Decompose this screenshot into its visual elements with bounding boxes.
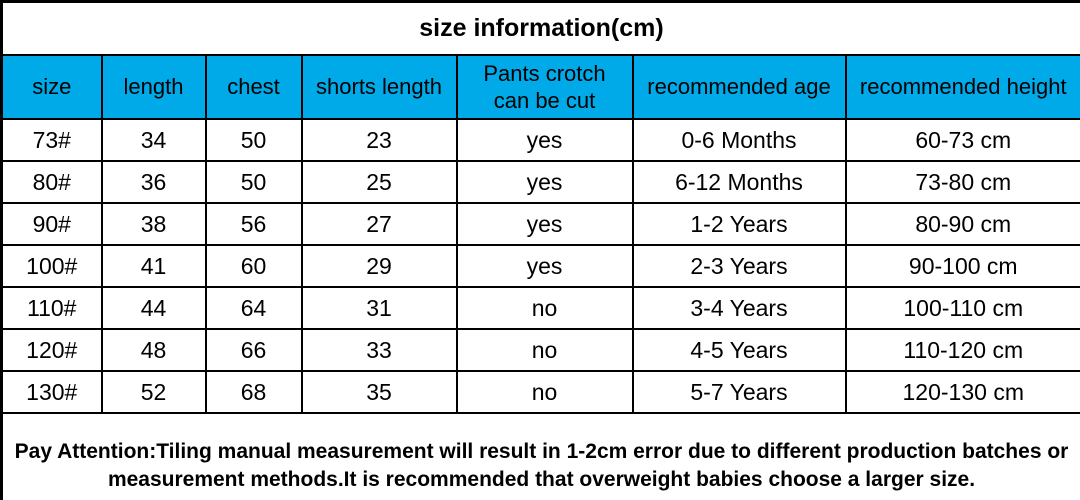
cell-size: 90#: [0, 202, 103, 246]
cell-size: 130#: [0, 370, 103, 414]
cell-recommended-age: 2-3 Years: [631, 244, 847, 288]
cell-length: 44: [100, 286, 207, 330]
attention-note: Pay Attention:Tiling manual measurement …: [0, 412, 1080, 500]
cell-size: 73#: [0, 118, 103, 162]
table-header-row: size length chest shorts length Pants cr…: [0, 54, 1080, 120]
cell-chest: 64: [204, 286, 303, 330]
cell-crotch-cut: no: [455, 286, 634, 330]
cell-chest: 66: [204, 328, 303, 372]
cell-chest: 60: [204, 244, 303, 288]
cell-crotch-cut: yes: [455, 118, 634, 162]
page-title: size information(cm): [0, 0, 1080, 56]
cell-recommended-height: 73-80 cm: [844, 160, 1080, 204]
table-row: 80# 36 50 25 yes 6-12 Months 73-80 cm: [0, 160, 1080, 204]
cell-crotch-cut: yes: [455, 160, 634, 204]
cell-recommended-height: 120-130 cm: [844, 370, 1080, 414]
cell-shorts-length: 23: [300, 118, 458, 162]
column-header-chest: chest: [204, 54, 303, 120]
cell-crotch-cut: yes: [455, 202, 634, 246]
table-row: 120# 48 66 33 no 4-5 Years 110-120 cm: [0, 328, 1080, 372]
cell-recommended-age: 6-12 Months: [631, 160, 847, 204]
cell-size: 100#: [0, 244, 103, 288]
cell-chest: 50: [204, 160, 303, 204]
cell-recommended-age: 3-4 Years: [631, 286, 847, 330]
column-header-size: size: [0, 54, 103, 120]
cell-recommended-height: 110-120 cm: [844, 328, 1080, 372]
cell-recommended-height: 80-90 cm: [844, 202, 1080, 246]
cell-recommended-height: 100-110 cm: [844, 286, 1080, 330]
cell-crotch-cut: yes: [455, 244, 634, 288]
cell-recommended-age: 4-5 Years: [631, 328, 847, 372]
cell-chest: 50: [204, 118, 303, 162]
column-header-shorts-length: shorts length: [300, 54, 458, 120]
cell-size: 120#: [0, 328, 103, 372]
cell-shorts-length: 29: [300, 244, 458, 288]
column-header-recommended-height: recommended height: [844, 54, 1080, 120]
table-row: 100# 41 60 29 yes 2-3 Years 90-100 cm: [0, 244, 1080, 288]
note-row: Pay Attention:Tiling manual measurement …: [0, 412, 1080, 500]
cell-crotch-cut: no: [455, 370, 634, 414]
cell-recommended-age: 5-7 Years: [631, 370, 847, 414]
title-row: size information(cm): [0, 0, 1080, 56]
cell-length: 36: [100, 160, 207, 204]
cell-shorts-length: 35: [300, 370, 458, 414]
table-row: 130# 52 68 35 no 5-7 Years 120-130 cm: [0, 370, 1080, 414]
cell-recommended-height: 90-100 cm: [844, 244, 1080, 288]
cell-shorts-length: 27: [300, 202, 458, 246]
cell-shorts-length: 25: [300, 160, 458, 204]
cell-crotch-cut: no: [455, 328, 634, 372]
table-row: 90# 38 56 27 yes 1-2 Years 80-90 cm: [0, 202, 1080, 246]
cell-size: 80#: [0, 160, 103, 204]
column-header-pants-crotch: Pants crotch can be cut: [455, 54, 634, 120]
table-row: 73# 34 50 23 yes 0-6 Months 60-73 cm: [0, 118, 1080, 162]
cell-size: 110#: [0, 286, 103, 330]
cell-length: 52: [100, 370, 207, 414]
column-header-length: length: [100, 54, 207, 120]
cell-length: 41: [100, 244, 207, 288]
cell-length: 38: [100, 202, 207, 246]
cell-recommended-age: 0-6 Months: [631, 118, 847, 162]
cell-recommended-age: 1-2 Years: [631, 202, 847, 246]
cell-chest: 56: [204, 202, 303, 246]
column-header-recommended-age: recommended age: [631, 54, 847, 120]
cell-shorts-length: 31: [300, 286, 458, 330]
cell-recommended-height: 60-73 cm: [844, 118, 1080, 162]
table-row: 110# 44 64 31 no 3-4 Years 100-110 cm: [0, 286, 1080, 330]
cell-length: 48: [100, 328, 207, 372]
cell-length: 34: [100, 118, 207, 162]
cell-chest: 68: [204, 370, 303, 414]
cell-shorts-length: 33: [300, 328, 458, 372]
